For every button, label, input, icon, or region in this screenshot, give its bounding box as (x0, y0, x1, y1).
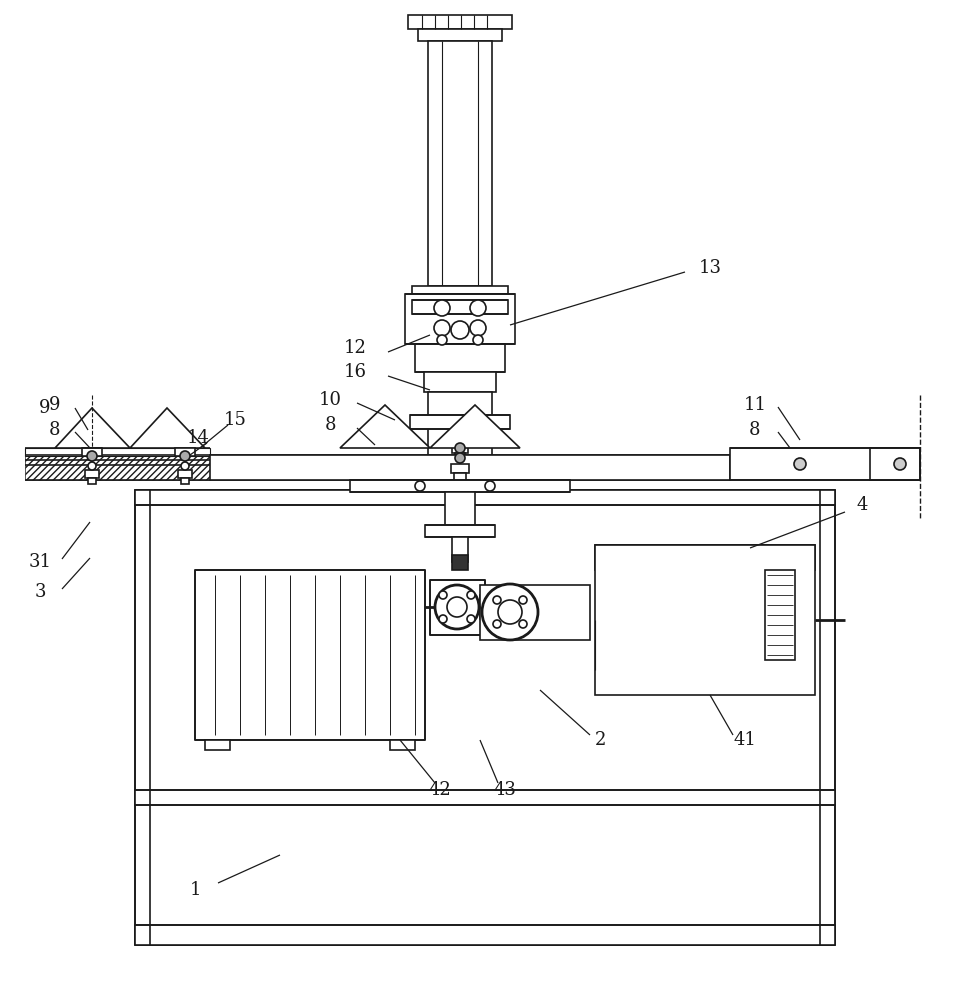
Bar (175, 448, 195, 456)
Bar (730, 448, 920, 480)
Text: 41: 41 (733, 731, 756, 749)
Bar (350, 480, 570, 492)
Circle shape (519, 620, 527, 628)
Circle shape (447, 597, 467, 617)
Bar (428, 41, 492, 286)
Circle shape (88, 462, 96, 470)
Bar (451, 464, 469, 473)
Text: 8: 8 (324, 416, 335, 434)
Bar (428, 392, 492, 460)
Text: 10: 10 (318, 391, 341, 409)
Bar (595, 545, 815, 570)
Circle shape (181, 462, 189, 470)
Bar (424, 372, 496, 392)
Bar (595, 545, 815, 695)
Bar (430, 580, 485, 635)
Bar (82, 448, 102, 456)
Circle shape (794, 458, 806, 470)
Bar (178, 470, 192, 478)
Circle shape (467, 591, 475, 599)
Circle shape (415, 481, 425, 491)
Circle shape (87, 451, 97, 461)
Text: 4: 4 (856, 496, 868, 514)
Bar (195, 570, 425, 740)
Bar (135, 925, 835, 945)
Bar (870, 448, 920, 480)
Circle shape (180, 451, 190, 461)
Bar (88, 478, 96, 484)
Polygon shape (55, 408, 130, 448)
Text: 9: 9 (49, 396, 61, 414)
Bar (410, 415, 510, 429)
Circle shape (482, 584, 538, 640)
Text: 8: 8 (750, 421, 761, 439)
Circle shape (894, 458, 906, 470)
Polygon shape (340, 405, 430, 448)
Bar (425, 525, 495, 537)
Circle shape (493, 620, 501, 628)
Circle shape (434, 320, 450, 336)
Bar (25, 448, 210, 456)
Circle shape (470, 320, 486, 336)
Bar (412, 286, 508, 294)
Bar (408, 15, 512, 29)
Bar (452, 537, 468, 562)
Text: 2: 2 (594, 731, 605, 749)
Bar (135, 490, 835, 945)
Bar (480, 595, 510, 619)
Bar (452, 555, 468, 570)
Bar (445, 492, 475, 527)
Circle shape (435, 585, 479, 629)
Bar (135, 490, 835, 505)
Bar (390, 740, 415, 750)
Bar (480, 585, 590, 640)
Bar (765, 570, 795, 660)
Bar (454, 473, 466, 481)
Circle shape (467, 615, 475, 623)
Polygon shape (130, 408, 205, 448)
Text: 11: 11 (744, 396, 767, 414)
Polygon shape (25, 455, 210, 480)
Text: 14: 14 (186, 429, 209, 447)
Circle shape (473, 335, 483, 345)
Circle shape (455, 453, 465, 463)
Bar (405, 294, 515, 344)
Circle shape (437, 335, 447, 345)
Text: 12: 12 (344, 339, 366, 357)
Text: 9: 9 (39, 399, 51, 417)
Bar (205, 740, 230, 750)
Circle shape (455, 443, 465, 453)
Text: 13: 13 (699, 259, 722, 277)
Circle shape (519, 596, 527, 604)
Bar (210, 455, 730, 480)
Bar (455, 453, 465, 463)
Text: 42: 42 (429, 781, 452, 799)
Circle shape (451, 321, 469, 339)
Bar (135, 790, 835, 805)
Text: 16: 16 (343, 363, 366, 381)
Text: 1: 1 (189, 881, 201, 899)
Circle shape (470, 300, 486, 316)
Circle shape (439, 591, 447, 599)
Text: 31: 31 (29, 553, 52, 571)
Bar (412, 300, 508, 314)
Circle shape (498, 600, 522, 624)
Bar (181, 478, 189, 484)
Bar (452, 443, 468, 453)
Bar (418, 29, 502, 41)
Circle shape (485, 481, 495, 491)
Bar (85, 470, 99, 478)
Text: 43: 43 (494, 781, 516, 799)
Bar (415, 344, 505, 372)
Text: 8: 8 (49, 421, 61, 439)
Text: 15: 15 (224, 411, 246, 429)
Circle shape (434, 300, 450, 316)
Text: 3: 3 (35, 583, 46, 601)
Circle shape (493, 596, 501, 604)
Circle shape (439, 615, 447, 623)
Bar (615, 570, 795, 680)
Polygon shape (430, 405, 520, 448)
